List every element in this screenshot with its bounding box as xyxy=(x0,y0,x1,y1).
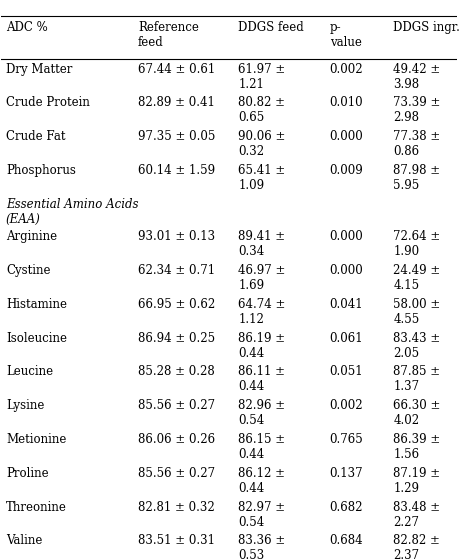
Text: 82.81 ± 0.32: 82.81 ± 0.32 xyxy=(138,501,215,514)
Text: 87.19 ±
1.29: 87.19 ± 1.29 xyxy=(393,467,440,495)
Text: 83.51 ± 0.31: 83.51 ± 0.31 xyxy=(138,534,215,547)
Text: Valine: Valine xyxy=(6,534,42,547)
Text: Histamine: Histamine xyxy=(6,298,67,311)
Text: 90.06 ±
0.32: 90.06 ± 0.32 xyxy=(238,130,286,158)
Text: 60.14 ± 1.59: 60.14 ± 1.59 xyxy=(138,164,215,177)
Text: DDGS ingr.: DDGS ingr. xyxy=(393,21,460,34)
Text: 97.35 ± 0.05: 97.35 ± 0.05 xyxy=(138,130,216,143)
Text: 82.97 ±
0.54: 82.97 ± 0.54 xyxy=(238,501,285,529)
Text: 77.38 ±
0.86: 77.38 ± 0.86 xyxy=(393,130,441,158)
Text: 82.82 ±
2.37: 82.82 ± 2.37 xyxy=(393,534,440,559)
Text: 0.002: 0.002 xyxy=(329,63,363,75)
Text: 83.48 ±
2.27: 83.48 ± 2.27 xyxy=(393,501,440,529)
Text: 87.98 ±
5.95: 87.98 ± 5.95 xyxy=(393,164,440,192)
Text: 86.94 ± 0.25: 86.94 ± 0.25 xyxy=(138,331,215,344)
Text: 93.01 ± 0.13: 93.01 ± 0.13 xyxy=(138,230,215,243)
Text: Cystine: Cystine xyxy=(6,264,50,277)
Text: 64.74 ±
1.12: 64.74 ± 1.12 xyxy=(238,298,286,326)
Text: 80.82 ±
0.65: 80.82 ± 0.65 xyxy=(238,96,285,124)
Text: 0.002: 0.002 xyxy=(329,399,363,412)
Text: 82.96 ±
0.54: 82.96 ± 0.54 xyxy=(238,399,285,427)
Text: 61.97 ±
1.21: 61.97 ± 1.21 xyxy=(238,63,286,91)
Text: 86.11 ±
0.44: 86.11 ± 0.44 xyxy=(238,366,285,394)
Text: 62.34 ± 0.71: 62.34 ± 0.71 xyxy=(138,264,215,277)
Text: Arginine: Arginine xyxy=(6,230,57,243)
Text: 85.56 ± 0.27: 85.56 ± 0.27 xyxy=(138,467,215,480)
Text: 0.765: 0.765 xyxy=(329,433,363,446)
Text: 85.28 ± 0.28: 85.28 ± 0.28 xyxy=(138,366,215,378)
Text: 72.64 ±
1.90: 72.64 ± 1.90 xyxy=(393,230,441,258)
Text: Essential Amino Acids
(EAA): Essential Amino Acids (EAA) xyxy=(6,198,138,226)
Text: 0.009: 0.009 xyxy=(329,164,363,177)
Text: Threonine: Threonine xyxy=(6,501,67,514)
Text: 87.85 ±
1.37: 87.85 ± 1.37 xyxy=(393,366,440,394)
Text: p-
value: p- value xyxy=(329,21,361,49)
Text: 89.41 ±
0.34: 89.41 ± 0.34 xyxy=(238,230,285,258)
Text: 66.95 ± 0.62: 66.95 ± 0.62 xyxy=(138,298,215,311)
Text: 0.000: 0.000 xyxy=(329,264,363,277)
Text: 0.010: 0.010 xyxy=(329,96,363,110)
Text: Proline: Proline xyxy=(6,467,48,480)
Text: Isoleucine: Isoleucine xyxy=(6,331,67,344)
Text: 0.051: 0.051 xyxy=(329,366,363,378)
Text: 0.684: 0.684 xyxy=(329,534,363,547)
Text: 49.42 ±
3.98: 49.42 ± 3.98 xyxy=(393,63,441,91)
Text: ADC %: ADC % xyxy=(6,21,48,34)
Text: Crude Protein: Crude Protein xyxy=(6,96,90,110)
Text: 86.39 ±
1.56: 86.39 ± 1.56 xyxy=(393,433,441,461)
Text: 67.44 ± 0.61: 67.44 ± 0.61 xyxy=(138,63,215,75)
Text: 46.97 ±
1.69: 46.97 ± 1.69 xyxy=(238,264,286,292)
Text: 0.041: 0.041 xyxy=(329,298,363,311)
Text: 82.89 ± 0.41: 82.89 ± 0.41 xyxy=(138,96,215,110)
Text: 0.061: 0.061 xyxy=(329,331,363,344)
Text: 86.19 ±
0.44: 86.19 ± 0.44 xyxy=(238,331,285,359)
Text: 0.000: 0.000 xyxy=(329,230,363,243)
Text: 65.41 ±
1.09: 65.41 ± 1.09 xyxy=(238,164,286,192)
Text: Leucine: Leucine xyxy=(6,366,53,378)
Text: 86.12 ±
0.44: 86.12 ± 0.44 xyxy=(238,467,285,495)
Text: 86.06 ± 0.26: 86.06 ± 0.26 xyxy=(138,433,215,446)
Text: Crude Fat: Crude Fat xyxy=(6,130,65,143)
Text: Phosphorus: Phosphorus xyxy=(6,164,76,177)
Text: 83.43 ±
2.05: 83.43 ± 2.05 xyxy=(393,331,441,359)
Text: 24.49 ±
4.15: 24.49 ± 4.15 xyxy=(393,264,441,292)
Text: 66.30 ±
4.02: 66.30 ± 4.02 xyxy=(393,399,441,427)
Text: 83.36 ±
0.53: 83.36 ± 0.53 xyxy=(238,534,286,559)
Text: 58.00 ±
4.55: 58.00 ± 4.55 xyxy=(393,298,441,326)
Text: DDGS feed: DDGS feed xyxy=(238,21,304,34)
Text: Metionine: Metionine xyxy=(6,433,66,446)
Text: Reference
feed: Reference feed xyxy=(138,21,199,49)
Text: 0.137: 0.137 xyxy=(329,467,363,480)
Text: 0.000: 0.000 xyxy=(329,130,363,143)
Text: 73.39 ±
2.98: 73.39 ± 2.98 xyxy=(393,96,441,124)
Text: 0.682: 0.682 xyxy=(329,501,363,514)
Text: Lysine: Lysine xyxy=(6,399,45,412)
Text: 86.15 ±
0.44: 86.15 ± 0.44 xyxy=(238,433,285,461)
Text: 85.56 ± 0.27: 85.56 ± 0.27 xyxy=(138,399,215,412)
Text: Dry Matter: Dry Matter xyxy=(6,63,73,75)
